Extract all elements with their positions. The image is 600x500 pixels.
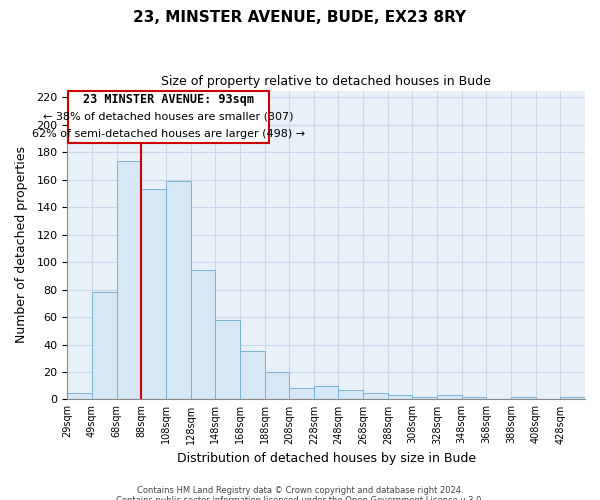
Text: ← 38% of detached houses are smaller (307): ← 38% of detached houses are smaller (30… [43, 112, 294, 122]
Text: 23, MINSTER AVENUE, BUDE, EX23 8RY: 23, MINSTER AVENUE, BUDE, EX23 8RY [133, 10, 467, 25]
Text: Contains HM Land Registry data © Crown copyright and database right 2024.: Contains HM Land Registry data © Crown c… [137, 486, 463, 495]
Bar [191, 270, 215, 400]
Bar [92, 292, 116, 400]
Bar [511, 396, 536, 400]
Bar [141, 190, 166, 400]
Bar [437, 396, 462, 400]
Bar [265, 372, 289, 400]
Bar [462, 396, 487, 400]
Bar [314, 386, 338, 400]
Bar [338, 390, 363, 400]
Bar [363, 392, 388, 400]
Y-axis label: Number of detached properties: Number of detached properties [15, 146, 28, 344]
Text: Contains public sector information licensed under the Open Government Licence v : Contains public sector information licen… [116, 496, 484, 500]
Bar [166, 181, 191, 400]
Bar [289, 388, 314, 400]
FancyBboxPatch shape [68, 90, 269, 142]
Bar [560, 396, 585, 400]
Title: Size of property relative to detached houses in Bude: Size of property relative to detached ho… [161, 75, 491, 88]
X-axis label: Distribution of detached houses by size in Bude: Distribution of detached houses by size … [176, 452, 476, 465]
Bar [412, 396, 437, 400]
Bar [215, 320, 240, 400]
Text: 62% of semi-detached houses are larger (498) →: 62% of semi-detached houses are larger (… [32, 129, 305, 139]
Bar [116, 160, 141, 400]
Bar [240, 352, 265, 400]
Text: 23 MINSTER AVENUE: 93sqm: 23 MINSTER AVENUE: 93sqm [83, 92, 254, 106]
Bar [67, 392, 92, 400]
Bar [388, 396, 412, 400]
